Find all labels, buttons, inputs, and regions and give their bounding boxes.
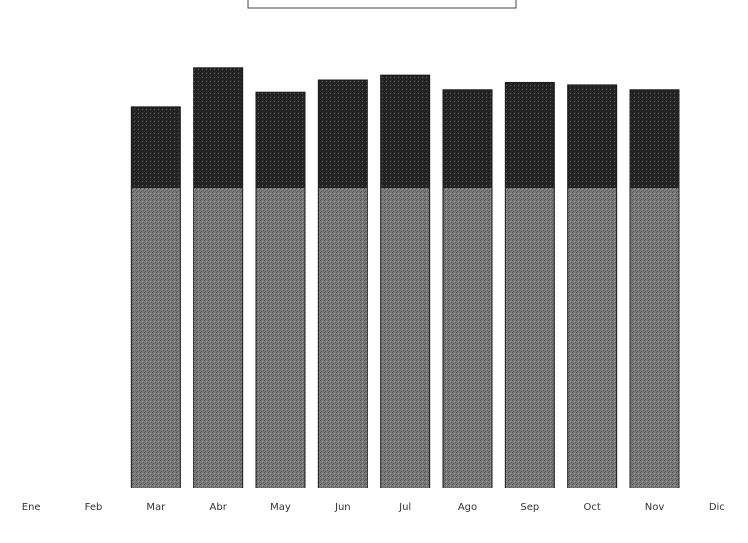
x-tick-label-may: May — [270, 502, 291, 513]
bars-group — [130, 67, 680, 489]
bar-texture-1-abr — [194, 187, 243, 488]
bar-texture-2-jun — [318, 80, 367, 188]
bar-texture-1-jun — [318, 187, 367, 488]
x-tick-label-nov: Nov — [645, 502, 665, 513]
bar-texture-2-ago — [443, 90, 492, 188]
x-tick-label-ene: Ene — [22, 502, 41, 513]
x-tick-label-oct: Oct — [584, 502, 601, 513]
bar-texture-1-jul — [381, 187, 430, 488]
chart-title-box — [247, 0, 517, 9]
x-axis-ticks: Ene Feb Mar Abr May Jun Jul Ago Sep Oct Nov Dic — [22, 502, 725, 513]
bar-texture-1-mar — [131, 187, 180, 488]
x-tick-label-sep: Sep — [520, 502, 539, 513]
bar-texture-1-oct — [568, 187, 617, 488]
bar-texture-2-abr — [194, 68, 243, 188]
bar-texture-2-may — [256, 92, 305, 188]
bar-texture-1-ago — [443, 187, 492, 488]
x-tick-label-jul: Jul — [398, 502, 411, 513]
bar-texture-2-sep — [505, 82, 554, 188]
bar-texture-2-jul — [381, 75, 430, 188]
bar-texture-1-nov — [630, 187, 679, 488]
bar-texture-1-may — [256, 187, 305, 488]
x-tick-label-ago: Ago — [458, 502, 477, 513]
x-tick-label-jun: Jun — [334, 502, 351, 513]
bar-texture-2-nov — [630, 90, 679, 188]
x-tick-label-dic: Dic — [709, 502, 725, 513]
bar-texture-2-oct — [568, 85, 617, 188]
x-tick-label-abr: Abr — [210, 502, 228, 513]
bar-texture-1-sep — [505, 187, 554, 488]
x-tick-label-mar: Mar — [146, 502, 166, 513]
bar-texture-2-mar — [131, 107, 180, 188]
x-tick-label-feb: Feb — [85, 502, 103, 513]
